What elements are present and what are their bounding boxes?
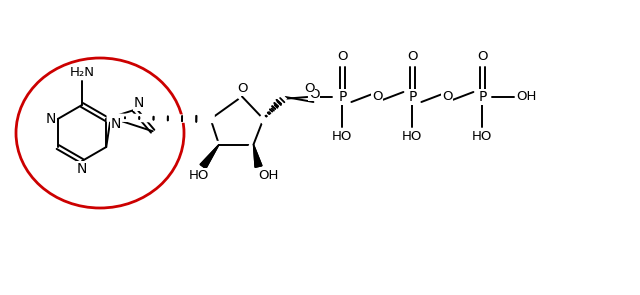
- Text: HO: HO: [189, 169, 209, 182]
- Text: OH: OH: [259, 169, 278, 182]
- Polygon shape: [200, 145, 219, 168]
- Polygon shape: [253, 145, 262, 167]
- Text: N: N: [45, 112, 56, 126]
- Text: OH: OH: [259, 169, 278, 182]
- Text: HO: HO: [189, 169, 209, 182]
- Text: HO: HO: [332, 130, 353, 143]
- Text: O: O: [407, 50, 418, 63]
- Text: N: N: [133, 96, 144, 110]
- Text: O: O: [237, 82, 248, 95]
- Text: O: O: [372, 91, 383, 104]
- Polygon shape: [200, 145, 219, 168]
- Text: P: P: [338, 90, 347, 104]
- Text: N: N: [111, 117, 121, 131]
- Text: O: O: [337, 50, 348, 63]
- Text: OH: OH: [516, 91, 536, 104]
- Text: O: O: [442, 91, 452, 104]
- Text: HO: HO: [472, 130, 493, 143]
- Text: P: P: [408, 90, 417, 104]
- Text: O: O: [304, 81, 315, 94]
- Text: N: N: [77, 162, 87, 176]
- Text: P: P: [478, 90, 486, 104]
- Text: O: O: [237, 82, 248, 95]
- Text: O: O: [309, 88, 319, 101]
- Text: H₂N: H₂N: [70, 65, 95, 78]
- Polygon shape: [253, 145, 262, 167]
- Text: O: O: [477, 50, 488, 63]
- Text: HO: HO: [402, 130, 422, 143]
